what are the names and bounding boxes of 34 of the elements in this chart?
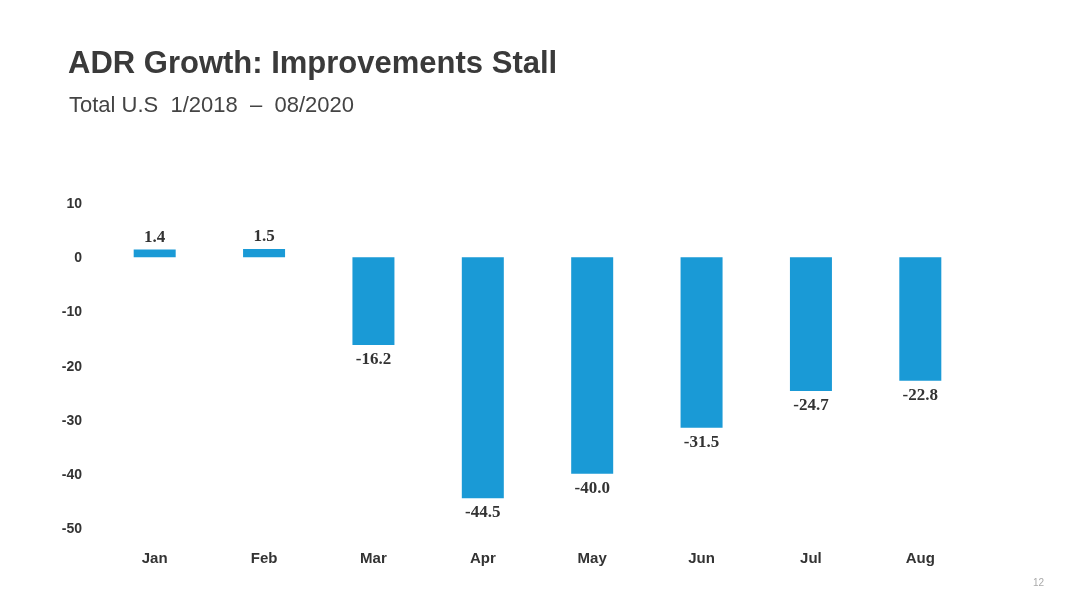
- x-tick-label: Jan: [141, 549, 168, 566]
- y-tick-label: -10: [61, 303, 83, 320]
- y-tick-label: -20: [61, 357, 83, 374]
- x-tick-label: Apr: [469, 549, 496, 566]
- chart-title: ADR Growth: Improvements Stall: [68, 45, 558, 80]
- data-label: -31.5: [683, 431, 720, 451]
- data-label: 1.4: [144, 226, 166, 246]
- data-label: -44.5: [465, 502, 501, 522]
- bar: [571, 257, 614, 474]
- x-tick-label: Mar: [360, 549, 387, 566]
- y-tick-label: -30: [61, 411, 83, 428]
- bar: [789, 257, 832, 391]
- x-tick-label: Jul: [800, 549, 822, 566]
- bar: [899, 257, 942, 381]
- y-tick-label: 0: [74, 249, 83, 266]
- data-label: -40.0: [574, 477, 610, 497]
- bar: [133, 249, 176, 258]
- x-tick-label: May: [577, 549, 608, 566]
- data-label: -16.2: [355, 348, 392, 368]
- x-tick-label: Aug: [905, 549, 935, 566]
- chart-subtitle: Total U.S 1/2018 – 08/2020: [69, 91, 354, 117]
- bar: [243, 249, 286, 258]
- x-tick-label: Feb: [250, 549, 278, 566]
- data-label: -22.8: [902, 384, 939, 404]
- bar: [352, 257, 395, 345]
- bar: [680, 257, 723, 428]
- y-tick-label: -50: [61, 520, 83, 536]
- text: 12: [1032, 576, 1045, 588]
- y-tick-label: 10: [66, 195, 83, 211]
- bar: [461, 257, 504, 499]
- x-tick-label: Jun: [688, 549, 715, 566]
- data-label: 1.5: [253, 226, 275, 246]
- data-label: -24.7: [793, 394, 830, 414]
- y-tick-label: -40: [61, 465, 83, 482]
